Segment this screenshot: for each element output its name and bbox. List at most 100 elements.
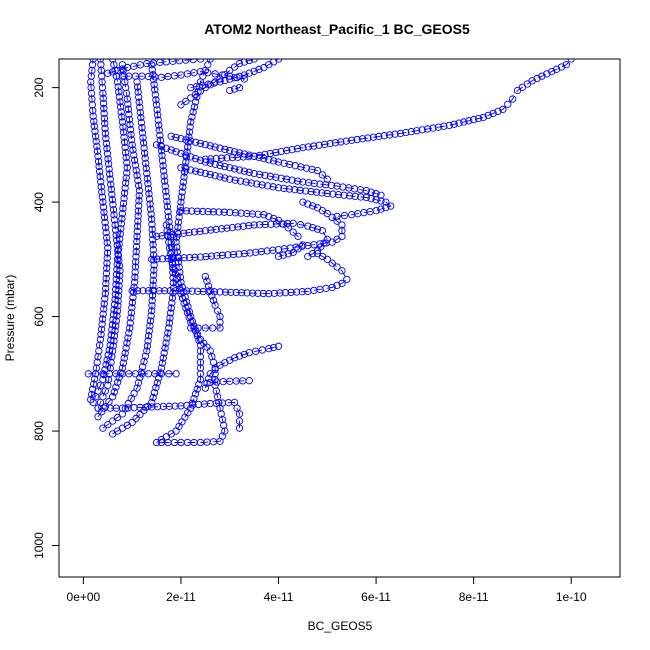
data-point-interp [186,123,194,131]
y-tick-label: 200 [32,77,46,97]
data-point [106,175,114,183]
data-point-interp [242,178,250,186]
data-point-interp [328,259,336,267]
data-point [89,112,97,120]
data-series [177,207,307,261]
data-point-interp [151,86,159,94]
data-point-interp [111,290,120,299]
data-point-interp [131,273,139,281]
data-point-interp [255,65,263,74]
data-point-interp [113,413,122,422]
data-point-interp [111,327,119,335]
data-point-interp [211,172,219,180]
data-point-interp [122,179,130,187]
data-point-interp [88,95,96,103]
data-point [135,186,144,195]
data-point-interp [269,59,278,66]
data-point [274,245,283,254]
data-point-interp [102,228,110,237]
data-point-interp [217,410,225,418]
data-point [162,221,170,229]
data-point-interp [108,195,117,204]
data-point-interp [310,142,318,150]
data-point-interp [204,374,213,383]
data-point-interp [155,126,163,134]
data-point-interp [196,370,205,378]
data-point-interp [149,251,158,259]
data-point-interp [287,288,295,297]
data-point-interp [145,190,153,198]
data-point-interp [136,103,144,111]
plot-area [84,59,575,447]
data-point-interp [175,263,183,271]
data-point-interp [413,127,421,135]
series-layer [84,59,575,447]
data-point-interp [228,153,237,162]
data-point-interp [196,227,204,235]
data-point-interp [110,388,118,396]
data-point-interp [156,131,164,139]
data-point-interp [150,388,159,397]
data-point-interp [123,169,131,177]
data-point-interp [185,228,193,237]
data-point-interp [110,305,118,314]
data-point [201,227,209,235]
data-point-interp [99,310,107,318]
data-point-interp [100,208,108,216]
data-point [152,101,161,109]
data-point-interp [203,379,211,387]
data-point-interp [337,138,345,146]
data-series [152,141,385,199]
data-point-interp [189,108,197,116]
data-point-interp [162,187,170,195]
data-point-interp [134,176,142,185]
data-point-interp [296,186,304,194]
data-point-interp [207,155,215,163]
data-point-interp [135,93,143,101]
data-point-interp [204,282,213,290]
data-point-interp [206,159,214,167]
data-point-interp [286,160,294,169]
data-point-interp [100,370,108,379]
data-point-interp [114,250,122,258]
data-point-interp [150,266,158,274]
data-point-interp [345,184,353,192]
data-point-interp [236,177,245,185]
data-point-interp [320,140,329,149]
data-point-interp [185,253,194,262]
data-point-interp [122,148,130,157]
data-point [99,375,107,384]
data-point-interp [180,299,188,307]
data-point-interp [116,230,124,238]
data-point-interp [175,254,183,262]
data-point [338,267,346,275]
data-point-interp [234,223,242,231]
data-point [101,129,109,138]
data-point [162,192,170,201]
data-point-interp [180,254,188,262]
data-point [104,381,112,389]
data-point-interp [182,151,190,159]
series-line [90,59,109,400]
data-point-interp [298,288,306,296]
y-tick-label: 800 [32,421,46,441]
data-point [177,207,185,215]
data-point-interp [211,143,219,151]
data-point-interp [94,352,102,361]
data-point-interp [470,116,478,124]
data-point-interp [127,314,135,322]
data-point [274,216,283,225]
data-point-interp [155,121,163,129]
data-point-interp [97,61,105,69]
data-point-interp [105,165,113,173]
data-point-interp [119,359,127,367]
data-point-interp [181,413,189,421]
data-point-interp [329,190,337,198]
data-point-interp [149,246,157,254]
data-series [104,59,205,77]
data-point-interp [134,88,142,96]
data-point [240,71,249,79]
data-point-interp [245,221,253,230]
data-point-interp [153,106,161,114]
data-point-interp [307,187,315,196]
